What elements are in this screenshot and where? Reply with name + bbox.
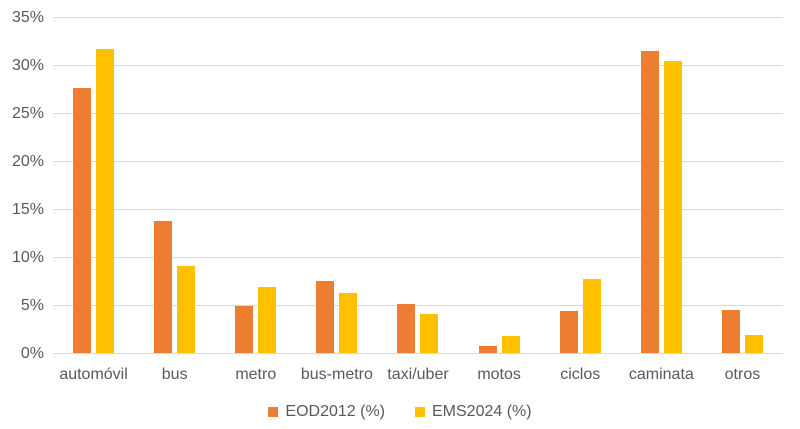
bar-eod2012-motos bbox=[478, 346, 497, 353]
y-tick-label-0: 0% bbox=[20, 345, 44, 362]
x-axis-label-bus: bus bbox=[161, 366, 188, 383]
gridline-20 bbox=[53, 161, 783, 162]
x-axis-label-motos: motos bbox=[477, 366, 521, 383]
bar-eod2012-bus-metro bbox=[316, 281, 335, 353]
gridline-30 bbox=[53, 65, 783, 66]
bar-eod2012-taxi/uber bbox=[397, 304, 416, 353]
bar-ems2024-bus-metro bbox=[339, 293, 358, 353]
legend-label-ems2024: EMS2024 (%) bbox=[432, 403, 532, 420]
category-group-automóvil bbox=[53, 17, 134, 353]
category-group-bus bbox=[134, 17, 215, 353]
legend-swatch-ems2024 bbox=[415, 407, 425, 417]
bar-ems2024-caminata bbox=[663, 61, 682, 353]
category-group-caminata bbox=[621, 17, 702, 353]
legend-item-ems2024: EMS2024 (%) bbox=[415, 403, 532, 421]
y-tick-label-5: 5% bbox=[20, 297, 44, 314]
x-axis-label-caminata: caminata bbox=[628, 366, 694, 383]
bar-eod2012-caminata bbox=[640, 51, 659, 353]
category-group-motos bbox=[459, 17, 540, 353]
bar-ems2024-motos bbox=[501, 336, 520, 353]
category-group-bus-metro bbox=[296, 17, 377, 353]
x-axis-label-bus-metro: bus-metro bbox=[300, 366, 373, 383]
gridline-35 bbox=[53, 17, 783, 18]
gridline-5 bbox=[53, 305, 783, 306]
gridline-15 bbox=[53, 209, 783, 210]
bar-ems2024-otros bbox=[744, 335, 763, 353]
category-group-taxi/uber bbox=[377, 17, 458, 353]
gridline-25 bbox=[53, 113, 783, 114]
bar-ems2024-ciclos bbox=[582, 279, 601, 353]
x-axis-label-ciclos: ciclos bbox=[560, 366, 601, 383]
bar-eod2012-metro bbox=[235, 306, 254, 353]
bar-ems2024-taxi/uber bbox=[420, 314, 439, 353]
y-tick-label-25: 25% bbox=[11, 105, 44, 122]
y-tick-label-10: 10% bbox=[11, 249, 44, 266]
x-axis-label-otros: otros bbox=[724, 366, 761, 383]
bar-ems2024-automóvil bbox=[96, 49, 115, 353]
bar-ems2024-bus bbox=[177, 266, 196, 353]
y-tick-label-20: 20% bbox=[11, 153, 44, 170]
bar-eod2012-bus bbox=[154, 221, 173, 353]
legend-label-eod2012: EOD2012 (%) bbox=[285, 403, 385, 420]
bar-eod2012-automóvil bbox=[73, 88, 92, 353]
x-axis-label-automóvil: automóvil bbox=[59, 366, 128, 383]
x-axis-label-metro: metro bbox=[235, 366, 277, 383]
category-group-ciclos bbox=[540, 17, 621, 353]
category-group-otros bbox=[702, 17, 783, 353]
x-axis-label-taxi/uber: taxi/uber bbox=[387, 366, 449, 383]
legend: EOD2012 (%) EMS2024 (%) bbox=[0, 401, 800, 423]
y-tick-label-15: 15% bbox=[11, 201, 44, 218]
gridline-0 bbox=[53, 353, 783, 354]
category-group-metro bbox=[215, 17, 296, 353]
y-tick-label-35: 35% bbox=[11, 9, 44, 26]
y-tick-label-30: 30% bbox=[11, 57, 44, 74]
bar-eod2012-ciclos bbox=[559, 311, 578, 353]
gridline-10 bbox=[53, 257, 783, 258]
plot-area bbox=[53, 17, 783, 354]
bar-eod2012-otros bbox=[721, 310, 740, 353]
bar-ems2024-metro bbox=[258, 287, 277, 353]
legend-swatch-eod2012 bbox=[268, 407, 279, 417]
legend-item-eod2012: EOD2012 (%) bbox=[268, 403, 385, 421]
